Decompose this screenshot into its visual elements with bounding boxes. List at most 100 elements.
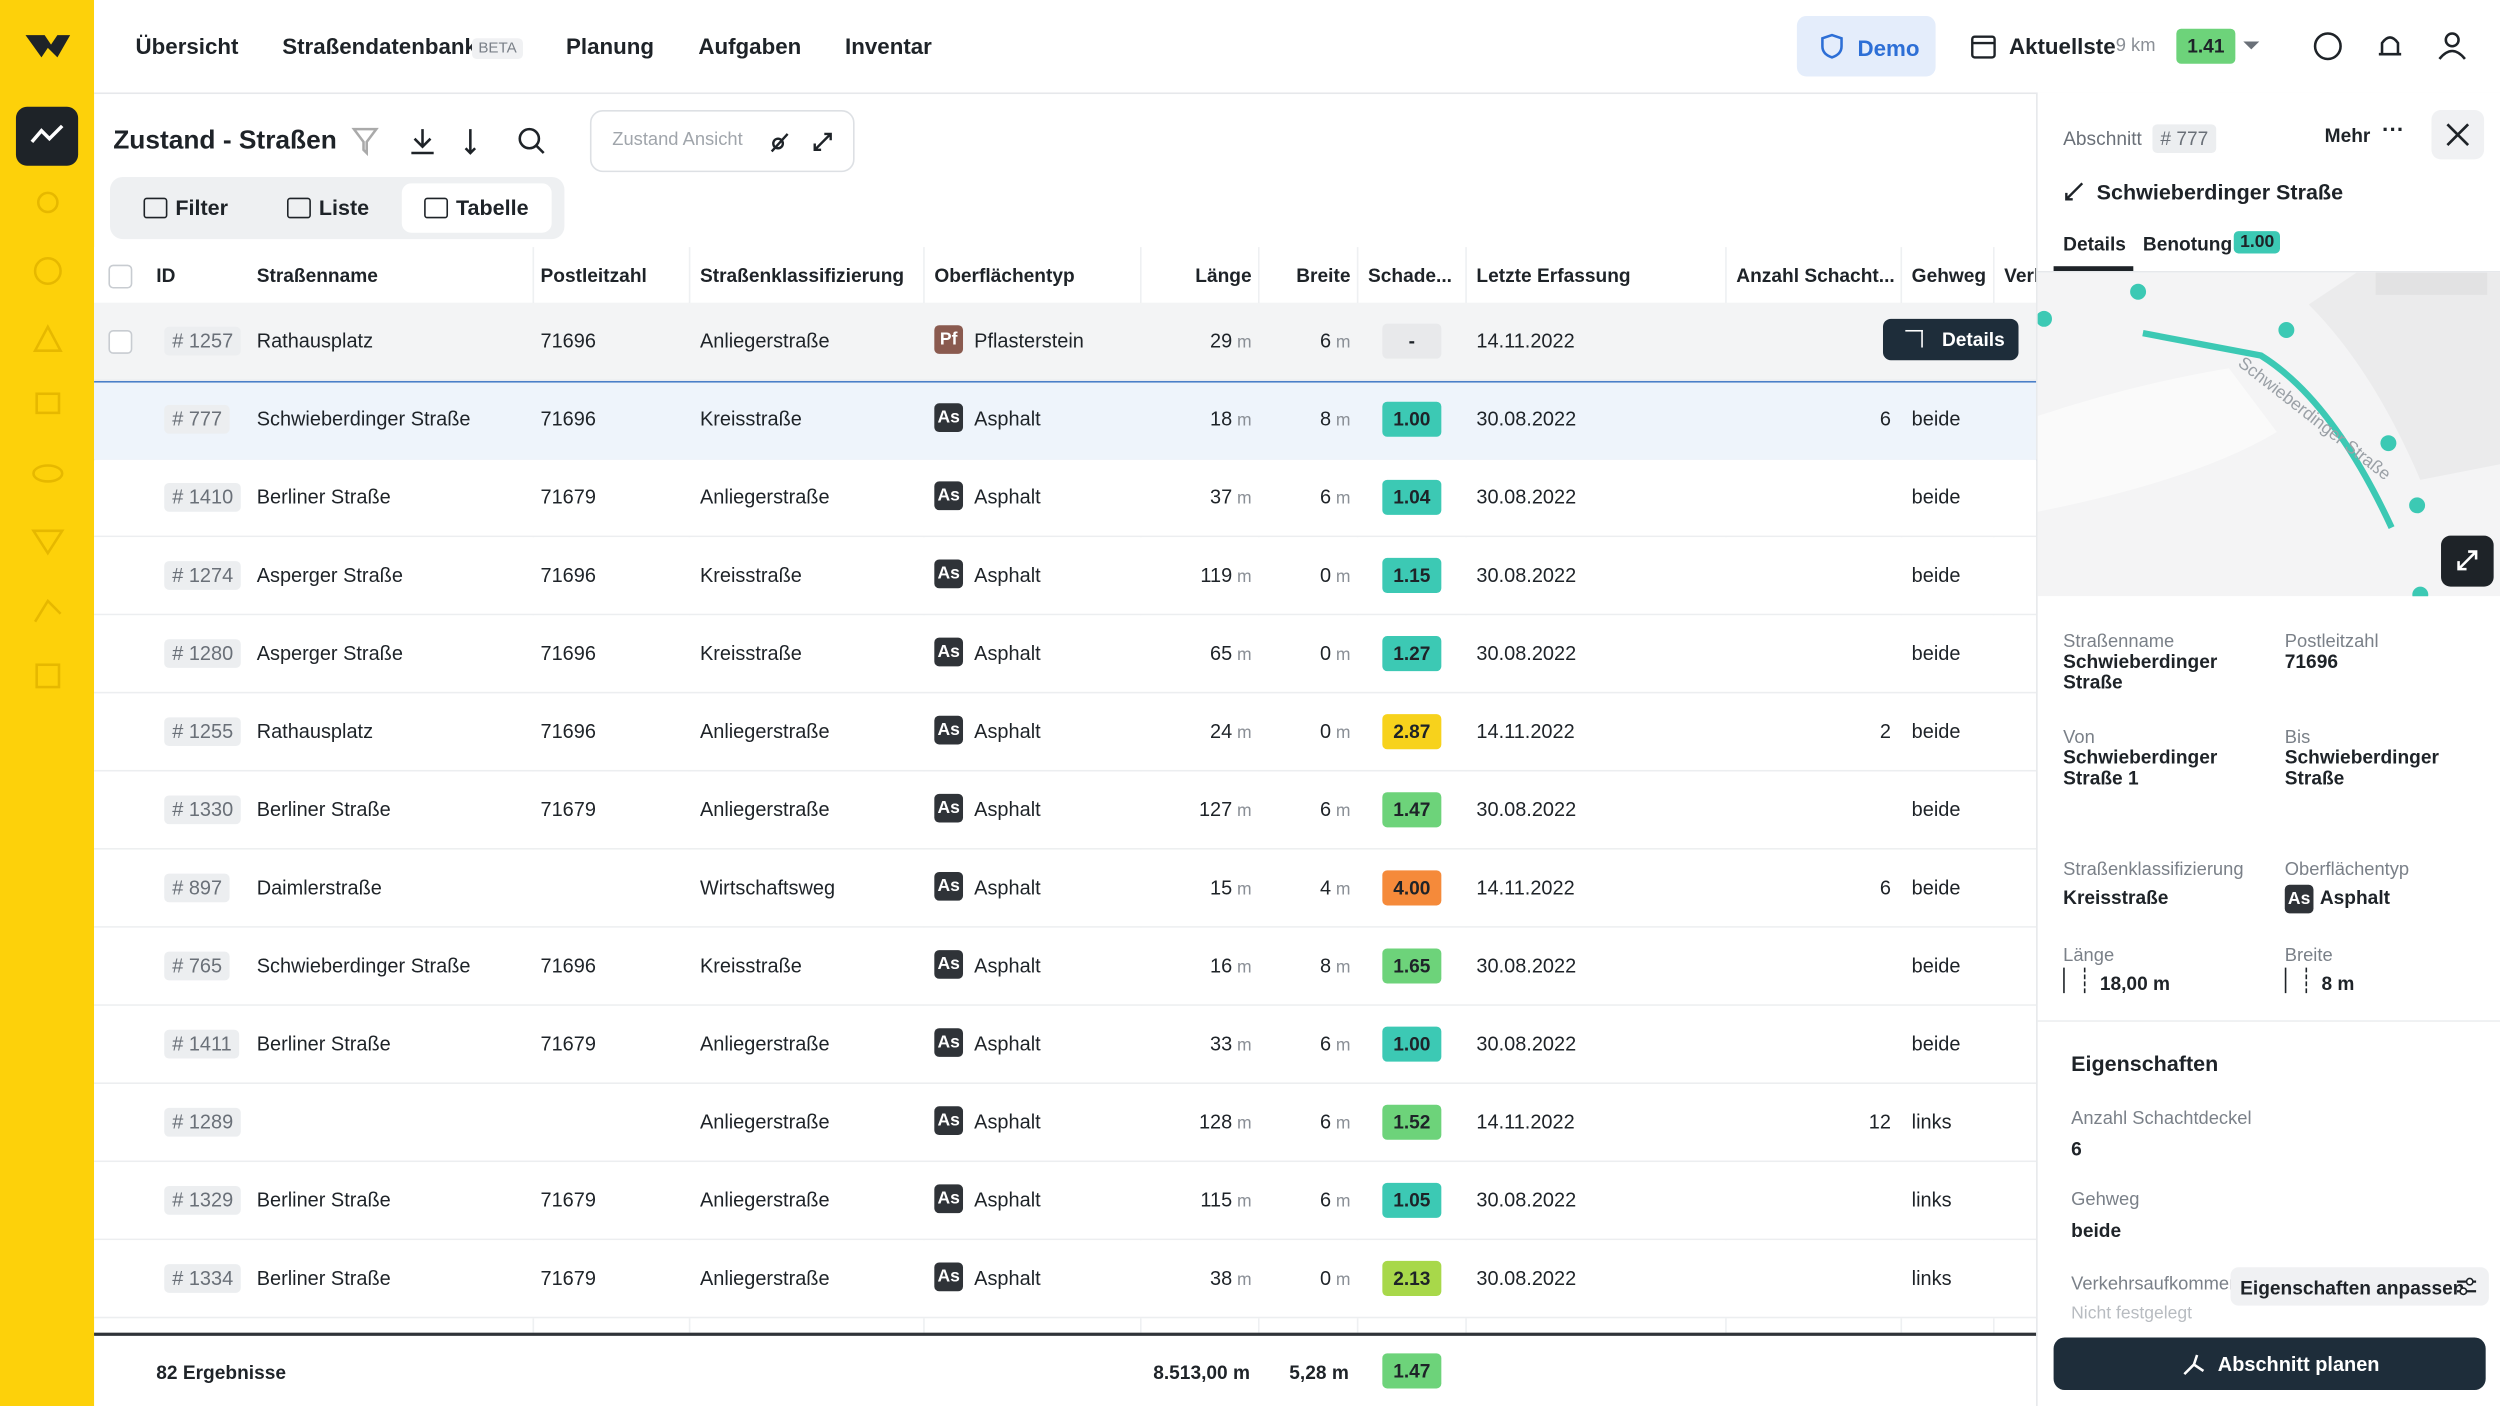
date: 14.11.2022 [1476, 329, 1575, 353]
nav-item[interactable]: Inventar [845, 33, 932, 59]
top-icons[interactable] [2310, 30, 2485, 62]
surface-badge: As [934, 1106, 964, 1135]
tab-grading[interactable]: Benotung [2142, 232, 2233, 256]
close-button[interactable] [2431, 109, 2485, 160]
width-value: 8 [1319, 408, 1332, 431]
sidewalk: links [1911, 1189, 1952, 1212]
table-row[interactable] [94, 771, 2037, 850]
table-row[interactable] [94, 1005, 2037, 1084]
column-header[interactable]: Postleitzahl [540, 264, 647, 287]
plan-button[interactable]: Abschnitt planen [2053, 1337, 2486, 1391]
distance: 9 km [2115, 36, 2156, 56]
nav-active[interactable] [15, 106, 79, 166]
table-row[interactable] [94, 1240, 2037, 1319]
field-label: Breite [2284, 946, 2333, 967]
edit-properties[interactable]: Eigenschaften anpassen [2230, 1267, 2489, 1306]
map-expand[interactable] [2441, 535, 2494, 587]
surface-badge: As [934, 1028, 964, 1057]
sidebar [0, 0, 95, 1406]
damage-score: 2.13 [1382, 1260, 1442, 1297]
demo-button[interactable]: Demo [1796, 15, 1936, 77]
table-row[interactable] [94, 380, 2037, 461]
street-name: Asperger Straße [256, 642, 403, 665]
date: 30.08.2022 [1476, 1032, 1577, 1056]
width-value: 0 [1319, 720, 1332, 743]
column-header[interactable]: Straßenklassifizierung [699, 264, 905, 287]
view-tab[interactable]: Liste [318, 196, 370, 220]
classification: Kreisstraße [699, 954, 802, 978]
sidewalk: beide [1911, 408, 1961, 431]
column-header[interactable]: Anzahl Schacht... [1736, 264, 1895, 287]
postcode: 71696 [540, 642, 596, 665]
length: 29 m [1140, 330, 1252, 352]
table-row[interactable] [94, 693, 2037, 772]
table-row[interactable] [94, 927, 2037, 1006]
dropdown[interactable] [2242, 40, 2261, 53]
damage-score: 1.04 [1382, 479, 1442, 515]
column-header[interactable]: Gehweg [1911, 264, 1986, 287]
edit-label: Eigenschaften anpassen [2240, 1276, 2465, 1300]
table-row[interactable] [94, 1162, 2037, 1241]
header-checkbox[interactable] [108, 264, 133, 289]
side-icons[interactable] [27, 183, 68, 709]
length-value: 18 [1210, 408, 1233, 431]
more[interactable]: Mehr [2324, 124, 2371, 147]
surface-badge: As [934, 871, 964, 901]
view-select[interactable]: Zustand Ansicht [589, 109, 855, 173]
surface: Asphalt [974, 1189, 1041, 1212]
column-header[interactable]: Straßenname [256, 264, 378, 287]
table-row[interactable] [94, 615, 2037, 694]
column-header[interactable]: Länge [1195, 264, 1252, 287]
more-dots[interactable]: ··· [2382, 116, 2405, 142]
field-value: 8 m [2321, 972, 2355, 995]
view-tab[interactable]: Tabelle [455, 196, 529, 220]
unit: m [1236, 645, 1252, 665]
column-header[interactable]: Verl [2004, 264, 2037, 287]
row-id: # 1274 [164, 561, 242, 590]
nav-item[interactable]: Übersicht [135, 33, 239, 59]
unit: m [1236, 567, 1252, 587]
surface: Asphalt [974, 1111, 1041, 1134]
view-tab[interactable]: Filter [175, 196, 229, 220]
table-row[interactable] [94, 537, 2037, 616]
unit: m [1335, 1114, 1351, 1134]
unit: m [1236, 1114, 1252, 1134]
nav-item[interactable]: Planung [566, 33, 655, 59]
classification: Anliegerstraße [699, 720, 830, 743]
period[interactable]: Aktuellste [2008, 33, 2116, 59]
divider [2037, 270, 2500, 273]
surface-badge: As [934, 1262, 964, 1292]
details-button[interactable]: Details [1882, 318, 2019, 361]
width-value: 6 [1319, 486, 1332, 509]
table-row[interactable] [94, 459, 2037, 538]
length-value: 33 [1210, 1032, 1233, 1056]
map[interactable]: Schwieberdinger Straße [2037, 272, 2500, 597]
nav-item[interactable]: Aufgaben [698, 33, 802, 59]
length-value: 29 [1210, 329, 1233, 353]
toolbar-icons[interactable] [351, 124, 558, 159]
nav-item[interactable]: Straßendatenbank [282, 33, 477, 59]
field-label: Straßenname [2063, 632, 2175, 652]
tab-active [401, 183, 552, 233]
column-header[interactable]: Oberflächentyp [934, 264, 1075, 287]
postcode: 71696 [540, 329, 596, 353]
column-header[interactable]: Schade... [1367, 264, 1453, 287]
postcode: 71696 [540, 720, 596, 743]
property-label: Gehweg [2071, 1190, 2140, 1210]
details-icon [1905, 329, 1923, 348]
street-name: Rathausplatz [256, 720, 374, 743]
table-row[interactable] [94, 849, 2037, 928]
tab-details[interactable]: Details [2063, 232, 2126, 256]
table-row[interactable] [94, 302, 2037, 381]
table-row[interactable] [94, 1083, 2037, 1163]
column-header[interactable]: Breite [1296, 264, 1351, 287]
row-id: # 1410 [164, 483, 242, 512]
property-label: Anzahl Schachtdeckel [2071, 1109, 2252, 1129]
surface: Pflasterstein [974, 329, 1084, 353]
sidewalk: beide [1911, 720, 1961, 743]
row-checkbox[interactable] [108, 329, 133, 354]
column-header[interactable]: ID [156, 264, 176, 287]
column-header[interactable]: Letzte Erfassung [1476, 264, 1631, 287]
